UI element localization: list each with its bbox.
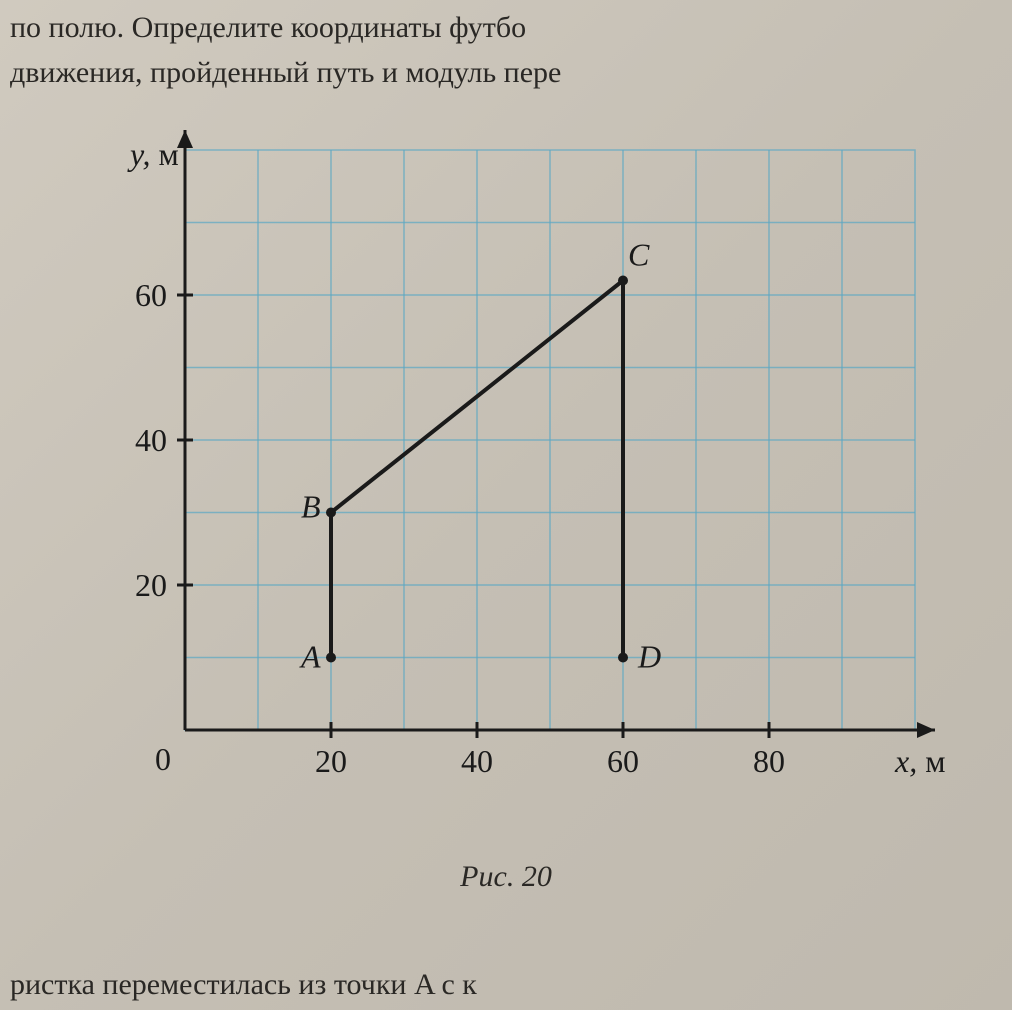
x-tick-label: 20 — [315, 743, 347, 779]
point-label-D: D — [637, 639, 661, 675]
y-tick-label: 20 — [135, 567, 167, 603]
x-tick-label: 40 — [461, 743, 493, 779]
y-axis-label: y, м — [127, 136, 179, 172]
data-point-C — [618, 276, 628, 286]
origin-label: 0 — [155, 741, 171, 777]
y-axis-arrow — [177, 130, 193, 148]
x-tick-label: 60 — [607, 743, 639, 779]
x-tick-label: 80 — [753, 743, 785, 779]
chart-svg: 0 20 40 60 80 x, м 20 40 60 y, м A B C D — [75, 120, 945, 820]
problem-text-top: по полю. Определите координаты футбо дви… — [0, 5, 1012, 95]
x-axis-label: x, м — [894, 743, 945, 779]
text-line-2: движения, пройденный путь и модуль пере — [10, 50, 1002, 95]
point-label-B: B — [301, 489, 321, 525]
problem-text-bottom: ристка переместилась из точки A с к — [0, 968, 1012, 1002]
point-label-A: A — [299, 639, 321, 675]
y-tick-label: 60 — [135, 277, 167, 313]
text-line-1: по полю. Определите координаты футбо — [10, 5, 1002, 50]
x-axis-arrow — [917, 722, 935, 738]
chart-container: 0 20 40 60 80 x, м 20 40 60 y, м A B C D — [75, 120, 945, 820]
data-point-D — [618, 653, 628, 663]
point-label-C: C — [628, 237, 650, 273]
data-point-A — [326, 653, 336, 663]
data-point-B — [326, 508, 336, 518]
y-tick-label: 40 — [135, 422, 167, 458]
figure-caption: Рис. 20 — [460, 860, 552, 894]
